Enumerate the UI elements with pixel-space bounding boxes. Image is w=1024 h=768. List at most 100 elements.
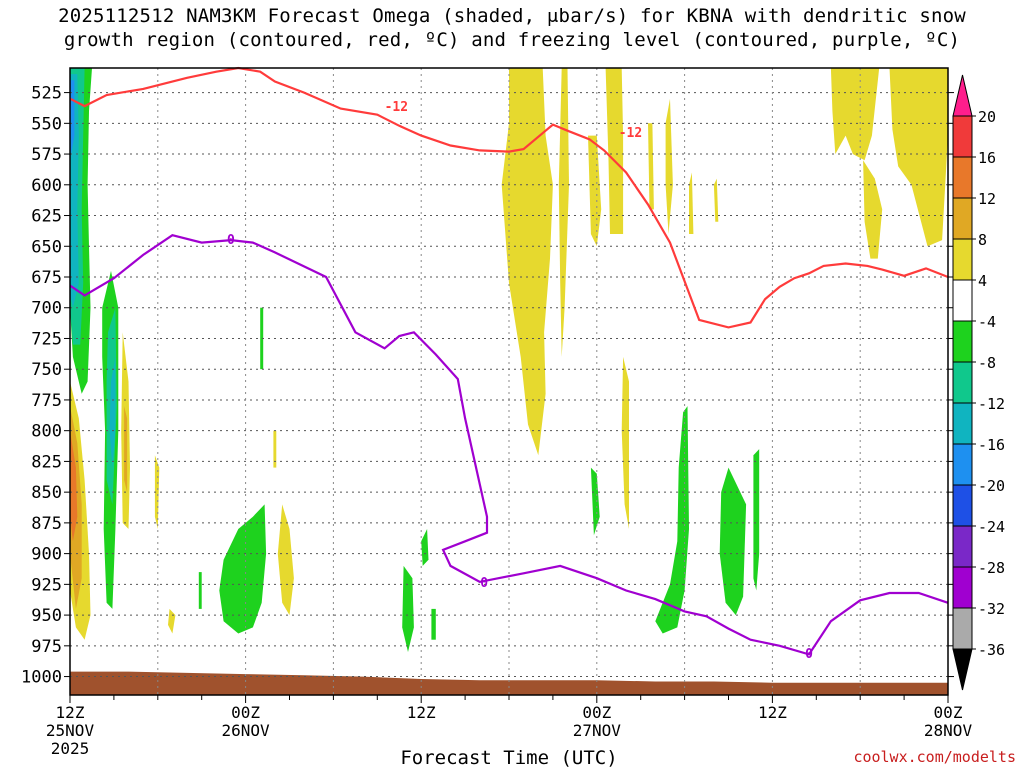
purple-contour-label: 0 [227,233,235,248]
x-tick-label: 12Z [56,703,85,722]
x-tick-label: 12Z [758,703,787,722]
colorbar-label: -36 [978,641,1005,659]
colorbar-swatch [952,197,973,240]
omega-region-19 [421,529,429,566]
y-tick-label: 550 [31,114,62,134]
x-tick-label: 26NOV [222,721,271,740]
omega-region-23 [558,68,569,357]
colorbar-swatch [952,156,973,199]
colorbar-bottom-arrow [952,648,973,691]
omega-region-32 [719,467,747,616]
colorbar-swatch [952,566,973,609]
omega-region-16 [260,307,264,370]
omega-region-27 [665,98,673,234]
omega-region-24 [588,135,602,247]
colorbar-label: 8 [978,231,987,249]
x-tick-label: 00Z [582,703,611,722]
omega-region-13 [168,608,176,634]
colorbar-swatch [952,607,973,650]
omega-region-28 [621,356,629,529]
y-tick-label: 975 [31,637,62,657]
watermark-text: coolwx.com/modelts [853,748,1016,766]
colorbar: 20 16 12 8 4 -4 -8 -12 -16 -20 -24 -28 -32 -36 [952,74,1005,691]
freezing-level-contour [69,234,949,656]
omega-region-11 [124,406,128,493]
colorbar-label: -24 [978,518,1005,536]
chart-title-line-2: growth region (contoured, red, ºC) and f… [63,29,961,51]
y-tick-label: 525 [31,84,62,104]
omega-region-15 [219,504,267,634]
ground-fill [70,671,948,695]
purple-contour-label: 0 [480,576,488,591]
omega-region-18 [273,430,277,468]
y-tick-label: 750 [31,360,62,380]
y-tick-label: 950 [31,606,62,626]
omega-region-22 [501,68,553,456]
omega-region-25 [605,68,624,234]
colorbar-label: -8 [978,354,996,372]
omega-region-17 [277,504,294,616]
omega-region-21 [431,608,436,640]
x-tick-label: 00Z [934,703,963,722]
contour-lines: -12 -12 0 0 0 [69,66,949,662]
y-tick-label: 575 [31,145,62,165]
y-tick-label: 925 [31,575,62,595]
red-contour-label: -12 [385,100,408,115]
purple-contour-label: 0 [805,647,813,662]
x-tick-label: 12Z [407,703,436,722]
colorbar-top-arrow [952,74,973,117]
x-axis-label: Forecast Time (UTC) [400,747,617,768]
colorbar-label: -20 [978,477,1005,495]
colorbar-swatch [952,361,973,404]
omega-region-26 [648,123,654,210]
y-tick-label: 650 [31,237,62,257]
omega-region-20 [402,565,414,652]
grid-lines [69,68,949,695]
ground-shape [70,671,948,695]
y-tick-label: 775 [31,391,62,411]
red-contour-label: -12 [619,126,642,141]
y-tick-label: 825 [31,452,62,472]
omega-region-6 [70,430,78,542]
omega-region-29 [689,172,694,234]
omega-region-14 [198,572,202,609]
colorbar-swatch [952,115,973,158]
y-tick-label: 800 [31,422,62,442]
omega-region-12 [154,455,160,529]
colorbar-label: 16 [978,149,996,167]
y-tick-label: 850 [31,483,62,503]
omega-region-33 [753,449,760,591]
omega-region-31 [655,406,689,634]
colorbar-swatch [952,238,973,281]
y-tick-label: 900 [31,545,62,565]
x-tick-label: 28NOV [924,721,973,740]
x-tick-label: 00Z [231,703,260,722]
chart-title-line-1: 2025112512 NAM3KM Forecast Omega (shaded… [58,5,966,27]
x-tick-label: 27NOV [573,721,622,740]
omega-region-35 [863,160,883,259]
colorbar-swatch [952,279,973,322]
y-tick-label: 700 [31,299,62,319]
omega-region-36 [889,68,948,247]
y-tick-label: 625 [31,207,62,227]
colorbar-swatch [952,402,973,445]
colorbar-swatch [952,525,973,568]
x-tick-label: 25NOV [46,721,95,740]
y-axis: 525 550 575 600 625 650 675 700 725 750 775 800 825 8… [21,84,954,688]
x-tick-label: 2025 [51,739,90,758]
colorbar-label: -4 [978,313,996,331]
colorbar-swatch [952,320,973,363]
colorbar-swatch [952,443,973,486]
colorbar-label: 20 [978,108,996,126]
dendritic-growth-contour [69,66,949,329]
colorbar-swatch [952,484,973,527]
omega-region-37 [713,178,719,222]
colorbar-label: -32 [978,600,1005,618]
colorbar-label: 4 [978,272,987,290]
y-tick-label: 875 [31,514,62,534]
y-tick-label: 1000 [21,668,62,688]
colorbar-label: -16 [978,436,1005,454]
colorbar-label: -12 [978,395,1005,413]
